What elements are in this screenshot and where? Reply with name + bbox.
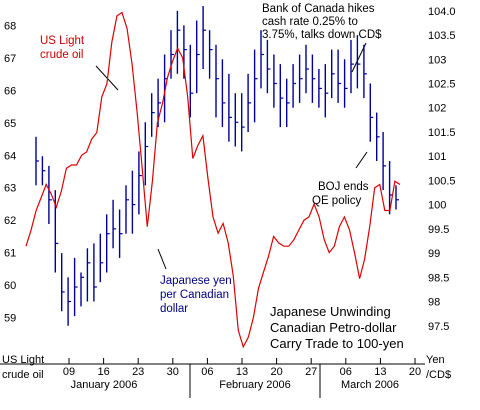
right-axis-tick-label: 99 xyxy=(428,248,440,260)
right-axis-ticks: 97.5 98 98.5 99 99.5 100 100.5 101 101.5 102 102.5… xyxy=(428,6,456,333)
right-axis-tick-label: 100 xyxy=(428,200,446,212)
right-axis-label: /CD$ xyxy=(426,369,451,381)
right-axis-tick-label: 99.5 xyxy=(428,224,449,236)
left-axis-tick-label: 63 xyxy=(4,183,16,195)
left-axis-tick-label: 61 xyxy=(4,248,16,260)
chart-title: Japanese Unwinding xyxy=(270,304,391,319)
boj-annotation: QE policy xyxy=(312,195,361,207)
chart-title: Carry Trade to 100-yen xyxy=(270,336,404,351)
boc-annotation: Bank of Canada hikes xyxy=(262,3,375,15)
x-axis-tick-label: 30 xyxy=(167,366,179,378)
x-axis-tick-label: 20 xyxy=(270,366,282,378)
left-axis-tick-label: 64 xyxy=(4,150,16,162)
left-axis-tick-label: 59 xyxy=(4,313,16,325)
yen-series xyxy=(35,6,399,326)
x-axis-tick-label: 13 xyxy=(236,366,248,378)
left-axis-label: crude oil xyxy=(2,369,44,381)
right-axis-tick-label: 100.5 xyxy=(428,175,456,187)
yen-annotation: dollar xyxy=(160,303,188,315)
left-axis-tick-label: 65 xyxy=(4,118,16,130)
oil-annotation: crude oil xyxy=(40,49,83,61)
right-axis-tick-label: 97.5 xyxy=(428,321,449,333)
x-axis-tick-label: 06 xyxy=(340,366,352,378)
x-axis-tick-label: 27 xyxy=(305,366,317,378)
right-axis-tick-label: 98.5 xyxy=(428,272,449,284)
yen-annotation: per Canadian xyxy=(160,289,229,301)
left-axis-tick-label: 68 xyxy=(4,20,16,32)
right-axis-tick-label: 104.0 xyxy=(428,6,456,18)
left-axis-tick-label: 67 xyxy=(4,53,16,65)
boj-annotation-pointer xyxy=(355,151,368,169)
chart-title: Canadian Petro-dollar xyxy=(270,320,397,335)
right-axis-tick-label: 102.5 xyxy=(428,79,456,91)
left-axis-ticks: 59 60 61 62 63 64 65 66 67 68 xyxy=(4,20,16,324)
x-axis-tick-label: 06 xyxy=(201,366,213,378)
x-axis-tick-label: 23 xyxy=(132,366,144,378)
left-axis-tick-label: 60 xyxy=(4,280,16,292)
x-axis-tick-label: 20 xyxy=(409,366,421,378)
yen-annotation-pointer xyxy=(157,248,167,270)
month-label: March 2006 xyxy=(341,379,399,391)
boc-annotation: cash rate 0.25% to xyxy=(262,16,358,28)
right-axis-tick-label: 101.5 xyxy=(428,127,456,139)
month-label: February 2006 xyxy=(219,379,291,391)
left-axis-label: US Light xyxy=(2,354,44,366)
x-axis-tick-label: 13 xyxy=(374,366,386,378)
oil-series-line xyxy=(25,11,401,349)
x-axis-tick-label: 09 xyxy=(63,366,75,378)
x-axis-ticks: 09 16 23 30 06 13 20 27 06 13 20 xyxy=(63,358,421,378)
boc-annotation: 3.75%, talks down CD$ xyxy=(262,29,382,41)
right-axis-tick-label: 103 xyxy=(428,54,446,66)
right-axis-tick-label: 101 xyxy=(428,151,446,163)
left-axis-tick-label: 66 xyxy=(4,85,16,97)
right-axis-tick-label: 98 xyxy=(428,297,440,309)
right-axis-tick-label: 103.5 xyxy=(428,30,456,42)
yen-annotation: Japanese yen xyxy=(160,275,232,287)
month-label: January 2006 xyxy=(71,379,138,391)
x-axis-tick-label: 16 xyxy=(97,366,109,378)
oil-annotation: US Light xyxy=(40,35,85,47)
left-axis-tick-label: 62 xyxy=(4,215,16,227)
boj-annotation: BOJ ends xyxy=(318,181,369,193)
right-axis-tick-label: 102 xyxy=(428,103,446,115)
right-axis-label: Yen xyxy=(426,354,445,366)
